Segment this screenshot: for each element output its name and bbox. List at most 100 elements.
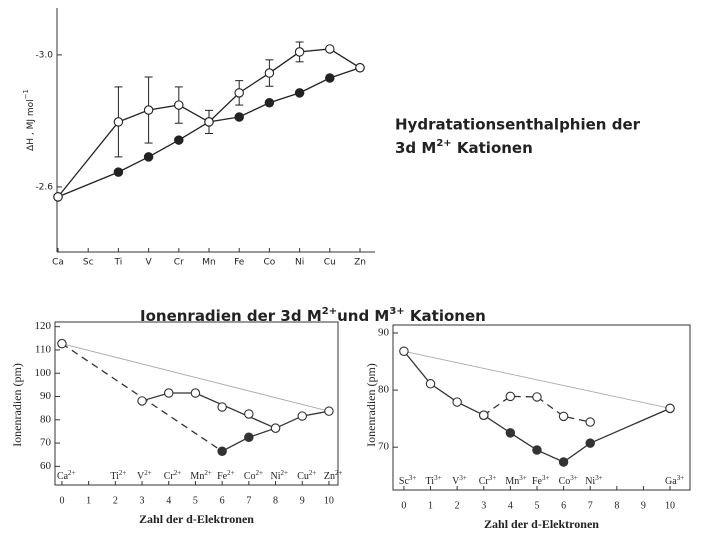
point bbox=[244, 432, 254, 443]
x-tick-label: 6 bbox=[220, 495, 225, 506]
point bbox=[665, 403, 675, 414]
y-axis-label-sup: −1 bbox=[22, 89, 30, 99]
x-tick-label: Cu bbox=[324, 258, 336, 268]
x-tick-label: Cr bbox=[174, 258, 184, 268]
x-tick-label: 9 bbox=[641, 500, 646, 511]
ion-label-text: Ti bbox=[426, 476, 435, 487]
ion-label-charge: 3+ bbox=[489, 474, 497, 482]
ion-label-text: Fe bbox=[532, 476, 543, 487]
series-line bbox=[57, 67, 361, 198]
caption-sup: 2+ bbox=[436, 138, 451, 149]
x-tick-label: 6 bbox=[561, 500, 566, 511]
ion-label-charge: 2+ bbox=[119, 469, 127, 477]
point bbox=[505, 428, 516, 438]
point bbox=[505, 391, 516, 402]
x-tick-label: 4 bbox=[508, 500, 513, 511]
x-tick-label: Co bbox=[264, 258, 276, 268]
point bbox=[270, 423, 281, 433]
ion-label-text: V bbox=[452, 476, 460, 487]
y-tick-label: 70 bbox=[40, 437, 52, 449]
y-tick-label: 90 bbox=[378, 327, 390, 339]
y-tick-label: 100 bbox=[35, 367, 52, 379]
ion-label-charge: 3+ bbox=[570, 474, 578, 482]
caption-line: 3d M2+ Kationen bbox=[395, 138, 533, 157]
x-tick-label: 3 bbox=[481, 500, 486, 511]
series-line bbox=[61, 343, 330, 412]
ion-label-text: Cr bbox=[164, 471, 175, 482]
ion-label: V3+ bbox=[452, 474, 467, 488]
y-tick-label: 80 bbox=[378, 384, 390, 396]
ion-label-charge: 2+ bbox=[256, 469, 264, 477]
x-tick-label: Sc bbox=[83, 258, 94, 268]
x-tick-label: 8 bbox=[273, 495, 278, 506]
x-tick-label: 1 bbox=[428, 500, 433, 511]
x-tick-label: 3 bbox=[140, 495, 145, 506]
ion-label-text: Fe bbox=[217, 471, 228, 482]
y-tick-label: 110 bbox=[35, 343, 52, 355]
ion-label: Co3+ bbox=[559, 474, 578, 488]
point bbox=[234, 112, 244, 122]
ion-label-charge: 2+ bbox=[309, 469, 317, 477]
ion-label-charge: 2+ bbox=[227, 469, 235, 477]
ion-label: Sc3+ bbox=[399, 474, 417, 488]
y-tick-label: 90 bbox=[40, 390, 52, 402]
point bbox=[558, 411, 569, 422]
ion-label-text: Ca bbox=[57, 471, 69, 482]
ion-label: Mn2+ bbox=[190, 469, 211, 483]
ion-label: Cr3+ bbox=[479, 474, 497, 488]
point bbox=[355, 63, 365, 73]
y-axis-label-text: ΔH , MJ mol bbox=[26, 99, 36, 151]
series-line bbox=[403, 350, 671, 409]
x-tick-label: 7 bbox=[246, 495, 251, 506]
title-sup: 3+ bbox=[389, 306, 404, 317]
x-tick-label: 1 bbox=[86, 495, 91, 506]
plot-frame bbox=[392, 324, 691, 491]
point bbox=[325, 73, 335, 83]
point bbox=[163, 388, 174, 398]
y-tick-label: 70 bbox=[378, 441, 390, 453]
x-tick-label: 8 bbox=[614, 500, 619, 511]
x-tick-label: 0 bbox=[59, 495, 64, 506]
x-tick-label: V bbox=[146, 258, 153, 268]
ion-label: Cu2+ bbox=[297, 469, 316, 483]
y-axis-label: Ionenradien (pm) bbox=[10, 363, 24, 447]
point bbox=[294, 47, 305, 57]
x-tick-label: 10 bbox=[665, 500, 675, 511]
y-axis-label-text: Ionenradien (pm) bbox=[10, 363, 24, 447]
point bbox=[204, 117, 214, 127]
ion-label: Mn3+ bbox=[505, 474, 526, 488]
ion-label: Fe3+ bbox=[532, 474, 550, 488]
caption-text: Kationen bbox=[452, 139, 533, 157]
ion-label-text: Cr bbox=[479, 476, 490, 487]
point bbox=[399, 346, 409, 357]
point bbox=[294, 88, 305, 98]
x-axis-label: Zahl der d-Elektronen bbox=[139, 512, 254, 526]
y-axis-label: ΔH , MJ mol−1 bbox=[22, 89, 36, 151]
ion-label-text: Ni bbox=[271, 471, 281, 482]
section-title: Ionenradien der 3d M2+und M3+ Kationen bbox=[140, 306, 486, 325]
y-axis-label: Ionenradien (pm) bbox=[364, 363, 378, 447]
ion-label-charge: 3+ bbox=[677, 474, 685, 482]
ion-label: Cr2+ bbox=[164, 469, 182, 483]
y-tick-label: -2.6 bbox=[35, 182, 53, 192]
title-sup: 2+ bbox=[322, 306, 337, 317]
ion-label: Ni3+ bbox=[585, 474, 603, 488]
ion-label-charge: 2+ bbox=[335, 469, 343, 477]
x-tick-label: Ni bbox=[295, 258, 304, 268]
ion-label-charge: 2+ bbox=[68, 469, 76, 477]
point bbox=[174, 100, 184, 110]
ion-label: Fe2+ bbox=[217, 469, 235, 483]
point bbox=[264, 98, 275, 108]
y-tick-label: 60 bbox=[40, 460, 52, 472]
x-tick-label: Fe bbox=[234, 258, 245, 268]
point bbox=[57, 338, 67, 349]
x-tick-label: 2 bbox=[455, 500, 460, 511]
ion-label-charge: 3+ bbox=[459, 474, 467, 482]
point bbox=[143, 152, 154, 162]
ion-label-charge: 2+ bbox=[174, 469, 182, 477]
y-tick-label: 120 bbox=[35, 320, 52, 332]
x-tick-label: 7 bbox=[588, 500, 593, 511]
point bbox=[143, 105, 154, 115]
ion-label-text: Ni bbox=[585, 476, 595, 487]
